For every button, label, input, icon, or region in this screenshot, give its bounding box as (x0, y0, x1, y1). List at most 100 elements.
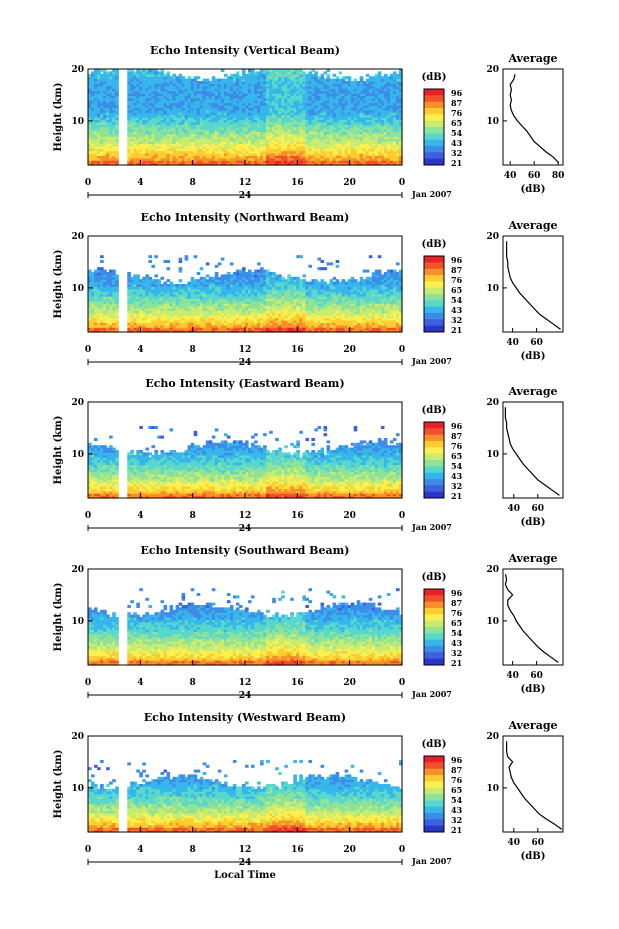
heatmap-cell (248, 117, 252, 120)
heatmap-cell (229, 102, 234, 106)
heatmap-cell (91, 121, 95, 125)
heatmap-cell (229, 93, 234, 96)
heatmap-cell (94, 69, 98, 72)
heatmap-cell (299, 71, 303, 75)
heatmap-cell (94, 145, 98, 149)
heatmap-cell (287, 71, 291, 75)
heatmap-cell (314, 145, 318, 149)
x-tick-label: 16 (291, 178, 304, 188)
heatmap-cell (284, 133, 288, 137)
heatmap-cell (127, 78, 131, 82)
heatmap-cell (245, 76, 249, 80)
heatmap-cell (226, 138, 231, 142)
heatmap-cell (290, 95, 294, 99)
heatmap-cell (245, 153, 249, 156)
heatmap-cell (154, 93, 158, 96)
heatmap-cell (133, 105, 137, 108)
heatmap-cell (154, 150, 158, 154)
heatmap-cell (320, 126, 325, 130)
heatmap-cell (157, 100, 161, 104)
heatmap-cell (242, 131, 246, 135)
heatmap-cell (109, 160, 113, 164)
heatmap-cell (296, 119, 300, 123)
heatmap-cell (232, 73, 237, 77)
heatmap-cell (263, 157, 267, 161)
heatmap-cell (214, 81, 219, 84)
heatmap-cell (139, 119, 143, 123)
heatmap-cell (109, 114, 113, 118)
heatmap-cell (178, 76, 183, 80)
heatmap-cell (199, 93, 204, 96)
heatmap-cell (302, 124, 306, 128)
heatmap-cell (148, 114, 152, 118)
heatmap-cell (217, 162, 222, 166)
heatmap-cell (235, 157, 240, 161)
heatmap-cell (106, 131, 110, 135)
heatmap-cell (127, 76, 131, 80)
colorbar-tick-label: 21 (451, 158, 462, 168)
heatmap-cell (142, 114, 146, 118)
heatmap-cell (220, 126, 225, 130)
panel-title: Echo Intensity (Vertical Beam) (150, 44, 340, 57)
heatmap-cell (302, 160, 306, 164)
heatmap-cell (214, 83, 219, 87)
heatmap-cell (239, 160, 243, 164)
heatmap-cell (148, 136, 152, 140)
heatmap-cell (305, 114, 309, 118)
heatmap-cell (196, 88, 201, 92)
heatmap-cell (266, 121, 270, 125)
heatmap-cell (160, 73, 165, 77)
heatmap-cell (157, 124, 161, 128)
heatmap-cell (287, 117, 291, 120)
heatmap-cell (148, 78, 152, 82)
heatmap-cell (314, 150, 318, 154)
heatmap-cell (169, 138, 174, 142)
heatmap-cell (136, 145, 140, 149)
heatmap-cell (214, 129, 219, 132)
heatmap-cell (106, 160, 110, 164)
heatmap-cell (217, 100, 222, 104)
heatmap-cell (88, 131, 92, 135)
heatmap-cell (278, 73, 282, 77)
heatmap-cell (97, 143, 101, 147)
heatmap-cell (263, 160, 267, 164)
heatmap-cell (145, 153, 149, 156)
heatmap-cell (251, 162, 255, 166)
heatmap-cell (229, 136, 234, 140)
heatmap-cell (106, 90, 110, 94)
heatmap-cell (160, 145, 165, 149)
heatmap-cell (272, 126, 276, 130)
heatmap-cell (254, 83, 258, 87)
heatmap-cell (293, 76, 297, 80)
heatmap-cell (148, 148, 152, 152)
heatmap-cell (154, 78, 158, 82)
heatmap-cell (142, 145, 146, 149)
heatmap-cell (232, 145, 237, 149)
heatmap-cell (160, 124, 165, 128)
heatmap-cell (226, 93, 231, 96)
heatmap-cell (196, 119, 201, 123)
heatmap-cell (94, 143, 98, 147)
heatmap-cell (160, 136, 165, 140)
heatmap-cell (257, 143, 261, 147)
heatmap-cell (151, 136, 155, 140)
heatmap-cell (136, 114, 140, 118)
heatmap-cell (145, 145, 149, 149)
heatmap-cell (91, 160, 95, 164)
heatmap-cell (260, 88, 264, 92)
heatmap-cell (100, 90, 104, 94)
heatmap-cell (193, 126, 198, 130)
heatmap-cell (299, 155, 303, 159)
heatmap-cell (112, 148, 116, 152)
heatmap-cell (112, 153, 116, 156)
heatmap-cell (208, 100, 213, 104)
heatmap-cell (181, 112, 186, 116)
heatmap-cell (257, 105, 261, 108)
heatmap-cell (166, 162, 171, 166)
heatmap-cell (127, 97, 131, 101)
heatmap-cell (178, 160, 183, 164)
heatmap-cell (103, 90, 107, 94)
heatmap-cell (293, 105, 297, 108)
heatmap-cell (163, 107, 168, 111)
heatmap-cell (223, 157, 228, 161)
